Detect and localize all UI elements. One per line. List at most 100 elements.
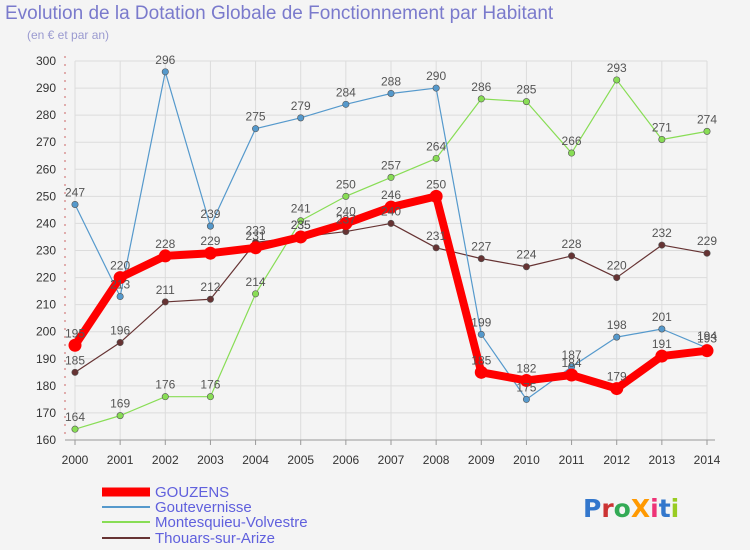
- data-point-gouzens: [430, 190, 443, 203]
- data-point-gouzens: [610, 382, 623, 395]
- data-label-montesquieu-volvestre: 293: [607, 61, 627, 75]
- data-label-thouars-sur-arize: 224: [516, 248, 536, 262]
- data-label-gouzens: 185: [471, 353, 491, 367]
- data-point-montesquieu-volvestre: [523, 98, 529, 104]
- data-label-goutevernisse: 284: [336, 85, 356, 99]
- data-point-thouars-sur-arize: [614, 274, 620, 280]
- data-point-thouars-sur-arize: [162, 299, 168, 305]
- x-tick-label: 2005: [287, 453, 314, 467]
- data-point-montesquieu-volvestre: [252, 291, 258, 297]
- y-tick-label: 280: [36, 108, 56, 122]
- legend: GOUZENSGoutevernisseMontesquieu-Volvestr…: [102, 484, 308, 547]
- chart-frame: Evolution de la Dotation Globale de Fonc…: [0, 0, 750, 550]
- data-point-gouzens: [249, 241, 262, 254]
- data-point-goutevernisse: [388, 90, 394, 96]
- data-label-gouzens: 182: [516, 361, 536, 375]
- data-label-goutevernisse: 201: [652, 310, 672, 324]
- data-point-montesquieu-volvestre: [659, 136, 665, 142]
- data-label-goutevernisse: 247: [65, 185, 85, 199]
- data-point-goutevernisse: [72, 201, 78, 207]
- data-label-montesquieu-volvestre: 271: [652, 121, 672, 135]
- data-point-montesquieu-volvestre: [704, 128, 710, 134]
- data-point-goutevernisse: [207, 223, 213, 229]
- data-point-gouzens: [475, 366, 488, 379]
- data-label-gouzens: 220: [110, 259, 130, 273]
- data-label-thouars-sur-arize: 196: [110, 324, 130, 338]
- data-point-goutevernisse: [523, 396, 529, 402]
- data-label-gouzens: 235: [291, 218, 311, 232]
- data-label-goutevernisse: 198: [607, 318, 627, 332]
- data-point-gouzens: [69, 339, 82, 352]
- data-point-thouars-sur-arize: [117, 339, 123, 345]
- data-point-goutevernisse: [433, 85, 439, 91]
- data-label-montesquieu-volvestre: 250: [336, 177, 356, 191]
- data-point-gouzens: [655, 350, 668, 363]
- data-point-montesquieu-volvestre: [478, 96, 484, 102]
- data-point-gouzens: [565, 369, 578, 382]
- data-label-thouars-sur-arize: 211: [156, 283, 175, 297]
- data-point-goutevernisse: [343, 101, 349, 107]
- data-point-goutevernisse: [298, 115, 304, 121]
- x-tick-label: 2014: [694, 453, 721, 467]
- legend-label-thouars-sur-arize: Thouars-sur-Arize: [155, 530, 275, 547]
- x-tick-label: 2002: [152, 453, 179, 467]
- data-point-gouzens: [159, 249, 172, 262]
- data-label-montesquieu-volvestre: 285: [516, 83, 536, 97]
- x-tick-label: 2012: [603, 453, 630, 467]
- data-label-gouzens: 191: [652, 337, 672, 351]
- x-tick-label: 2000: [62, 453, 89, 467]
- data-label-montesquieu-volvestre: 266: [562, 134, 582, 148]
- y-tick-label: 290: [36, 81, 56, 95]
- data-label-goutevernisse: 199: [471, 315, 491, 329]
- y-tick-label: 170: [36, 406, 56, 420]
- data-label-thouars-sur-arize: 227: [471, 240, 491, 254]
- data-label-goutevernisse: 275: [246, 110, 266, 124]
- data-label-montesquieu-volvestre: 286: [471, 80, 491, 94]
- legend-label-montesquieu-volvestre: Montesquieu-Volvestre: [155, 514, 308, 531]
- x-tick-label: 2006: [333, 453, 360, 467]
- x-tick-label: 2004: [242, 453, 269, 467]
- data-label-gouzens: 193: [697, 332, 717, 346]
- data-label-montesquieu-volvestre: 257: [381, 158, 401, 172]
- data-label-gouzens: 228: [155, 237, 175, 251]
- logo-text: ProXiti: [583, 494, 679, 523]
- data-label-montesquieu-volvestre: 176: [155, 378, 175, 392]
- data-point-thouars-sur-arize: [523, 264, 529, 270]
- x-tick-label: 2001: [107, 453, 134, 467]
- data-point-gouzens: [294, 230, 307, 243]
- data-label-goutevernisse: 296: [155, 53, 175, 67]
- data-label-montesquieu-volvestre: 214: [246, 275, 266, 289]
- data-point-thouars-sur-arize: [388, 220, 394, 226]
- data-point-goutevernisse: [162, 69, 168, 75]
- data-point-montesquieu-volvestre: [568, 150, 574, 156]
- data-point-thouars-sur-arize: [478, 255, 484, 261]
- data-point-goutevernisse: [478, 331, 484, 337]
- data-label-goutevernisse: 239: [200, 207, 220, 221]
- x-axis-ticks: 2000 2001 2002 2003 2004 2005 2006 2007 2008 2009…: [62, 440, 721, 467]
- data-label-montesquieu-volvestre: 164: [65, 410, 85, 424]
- y-tick-label: 260: [36, 162, 56, 176]
- data-label-thouars-sur-arize: 232: [652, 226, 672, 240]
- data-point-gouzens: [204, 247, 217, 260]
- data-point-montesquieu-volvestre: [207, 393, 213, 399]
- data-label-thouars-sur-arize: 220: [607, 259, 627, 273]
- data-label-goutevernisse: 288: [381, 74, 401, 88]
- data-label-goutevernisse: 175: [516, 380, 536, 394]
- data-label-gouzens: 240: [336, 204, 356, 218]
- data-point-thouars-sur-arize: [207, 296, 213, 302]
- x-tick-label: 2009: [468, 453, 495, 467]
- line-chart: 1601701801902002102202302402502602702802…: [0, 0, 750, 550]
- data-label-thouars-sur-arize: 231: [426, 229, 446, 243]
- y-tick-label: 250: [36, 189, 56, 203]
- y-tick-label: 160: [36, 433, 56, 447]
- data-label-goutevernisse: 279: [291, 99, 311, 113]
- data-label-gouzens: 231: [246, 229, 266, 243]
- data-point-thouars-sur-arize: [433, 245, 439, 251]
- data-point-montesquieu-volvestre: [343, 193, 349, 199]
- y-tick-label: 200: [36, 325, 56, 339]
- y-tick-label: 190: [36, 352, 56, 366]
- data-label-thouars-sur-arize: 228: [562, 237, 582, 251]
- data-point-montesquieu-volvestre: [162, 393, 168, 399]
- data-label-montesquieu-volvestre: 264: [426, 139, 446, 153]
- data-label-montesquieu-volvestre: 176: [200, 378, 220, 392]
